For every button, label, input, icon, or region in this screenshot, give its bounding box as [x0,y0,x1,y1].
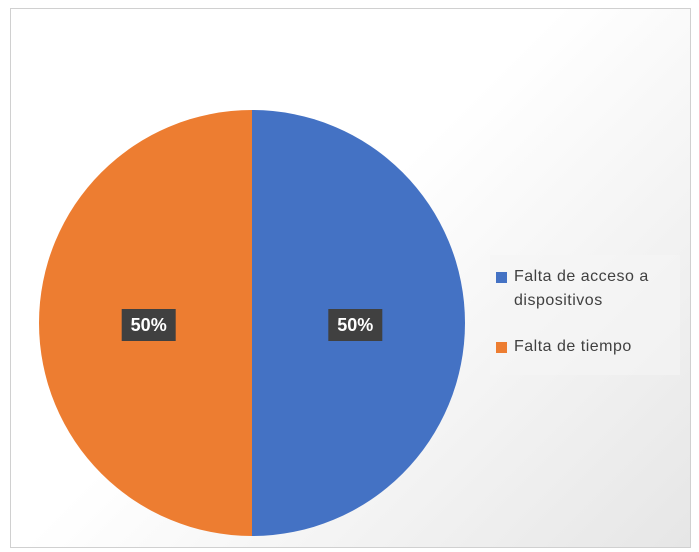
data-label: 50% [131,315,167,335]
legend-label: Falta de acceso a dispositivos [514,268,649,309]
legend-swatch [496,342,507,353]
legend-item: Falta de tiempo [496,335,694,359]
legend-label: Falta de tiempo [514,338,632,355]
legend-item: Falta de acceso a dispositivos [496,265,694,313]
legend: Falta de acceso a dispositivos Falta de t… [490,255,680,375]
data-label: 50% [337,315,373,335]
legend-swatch [496,272,507,283]
label-box [121,309,176,341]
label-box [328,309,383,341]
